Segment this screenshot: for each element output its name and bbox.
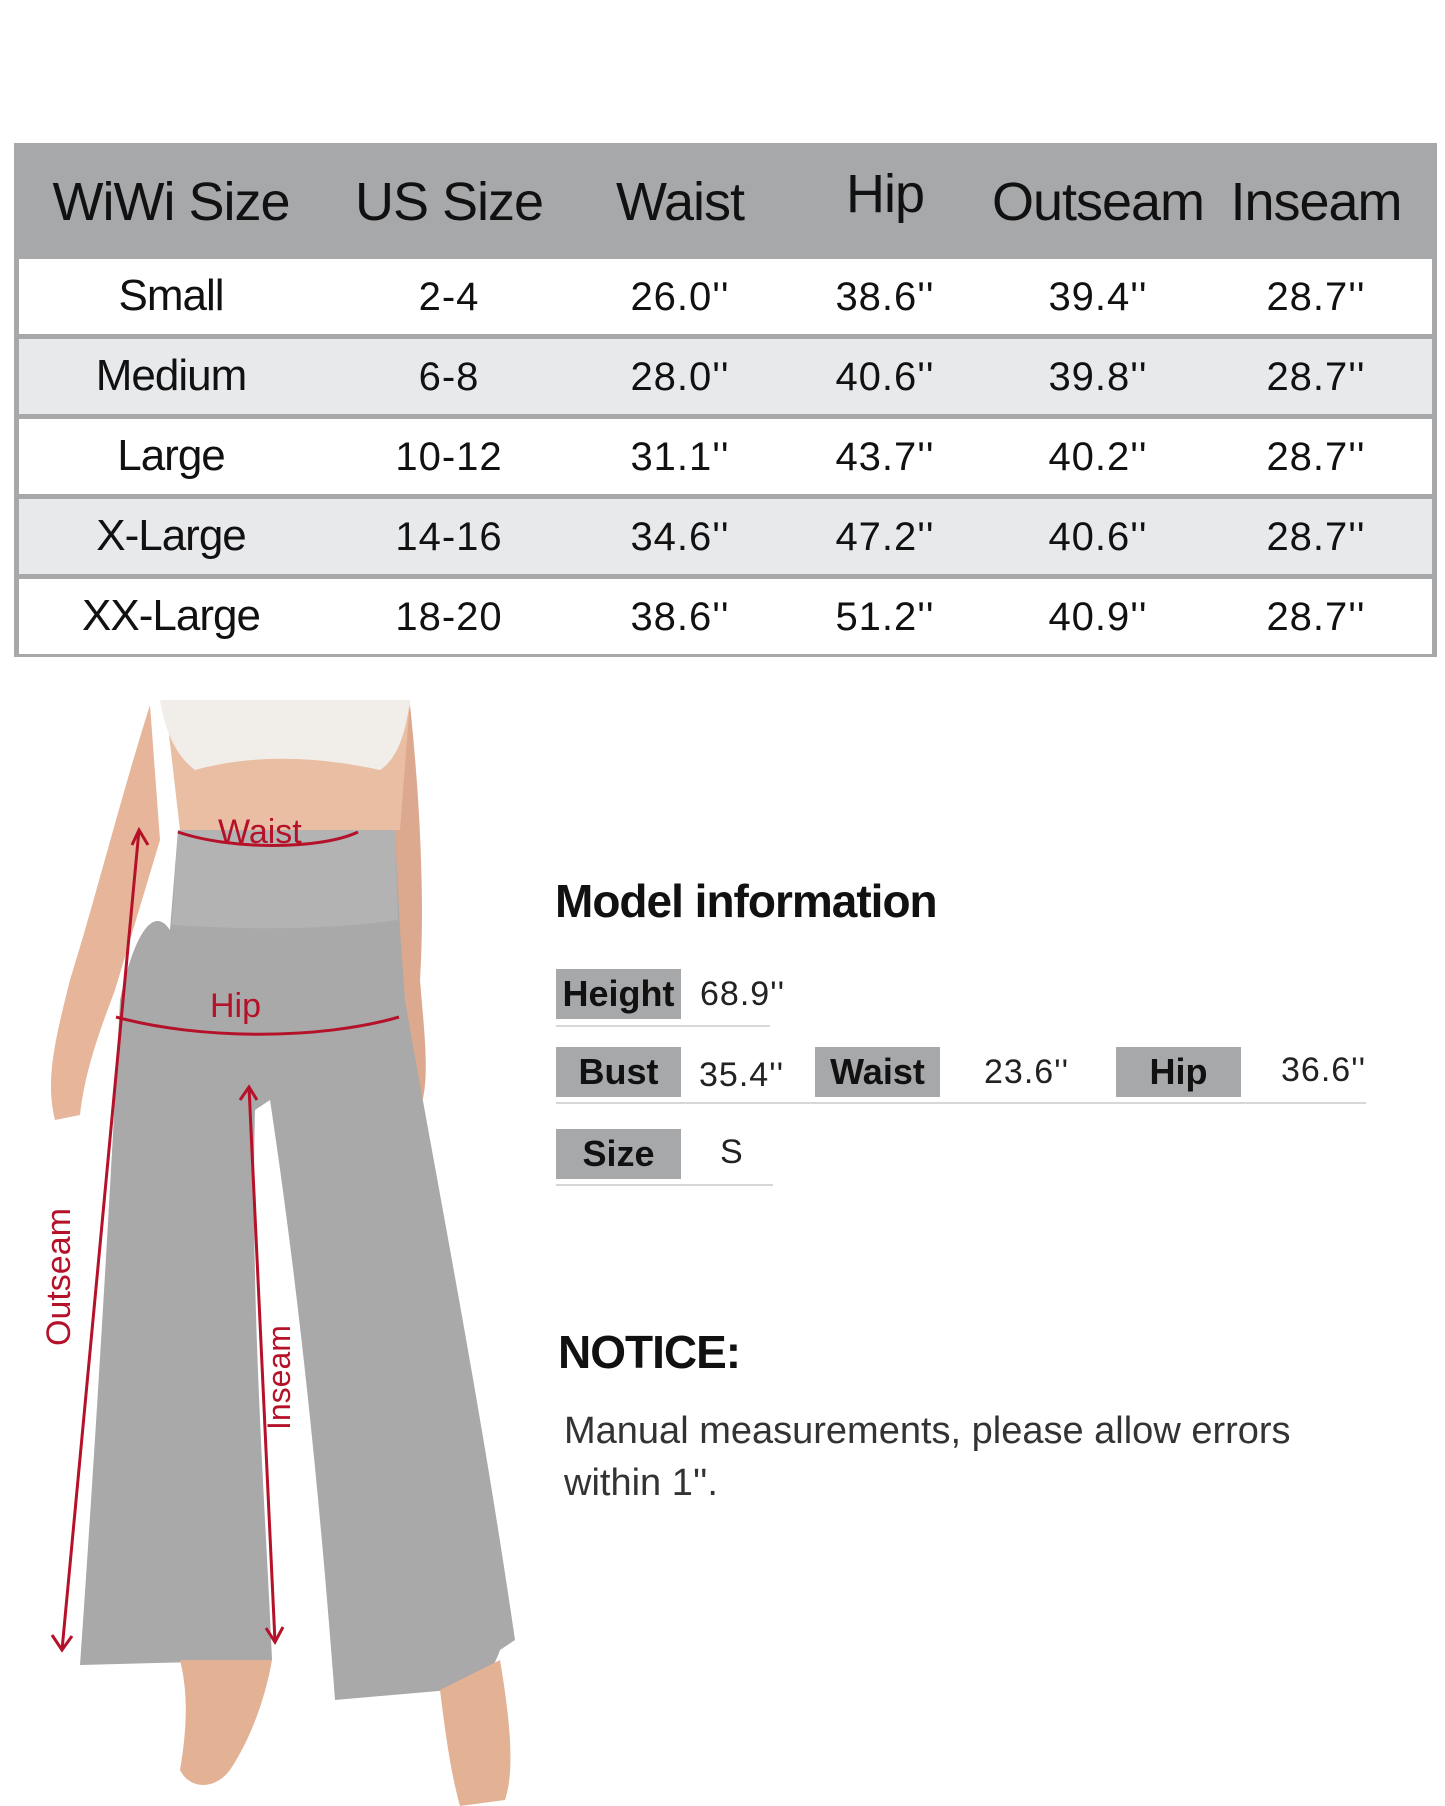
hip-label-box: Hip	[1116, 1047, 1241, 1097]
measurement-cell: 38.6''	[630, 595, 730, 639]
inseam-line	[247, 1086, 277, 1643]
measurement-cell: 43.7''	[835, 435, 935, 479]
measurement-cell: 40.6''	[835, 355, 935, 399]
bust-value: 35.4''	[699, 1056, 785, 1094]
header-wiwi-size: WiWi Size	[52, 172, 291, 232]
measurement-cell: 34.6''	[630, 515, 730, 559]
measurement-lines	[50, 826, 400, 1653]
outseam-line	[60, 829, 141, 1651]
left-arm	[50, 705, 160, 1120]
header-us-size: US Size	[354, 172, 544, 232]
height-value: 68.9''	[700, 975, 786, 1013]
waist-label: Waist	[218, 813, 302, 851]
waist-value: 23.6''	[984, 1053, 1070, 1091]
size-value: S	[720, 1133, 744, 1171]
top	[160, 700, 410, 770]
inseam-label: Inseam	[261, 1325, 297, 1430]
size-name-cell: Medium	[95, 351, 247, 400]
header-waist: Waist	[616, 172, 745, 232]
measurement-cell: 28.7''	[1266, 275, 1366, 319]
notice-text: Manual measurements, please allow errors…	[564, 1410, 1291, 1504]
measurement-cell: 47.2''	[835, 515, 935, 559]
measurement-cell: 2-4	[418, 275, 480, 319]
bust-label: Bust	[556, 1047, 681, 1097]
header-hip: Hip	[845, 164, 925, 224]
size-label: Size	[556, 1129, 681, 1179]
waistband	[172, 830, 398, 929]
measurement-cell: 28.0''	[630, 355, 730, 399]
measurement-cell: 40.9''	[1048, 595, 1148, 639]
measurement-cell: 28.7''	[1266, 355, 1366, 399]
divider	[556, 1184, 773, 1186]
measurement-cell: 6-8	[418, 355, 480, 399]
measurement-cell: 38.6''	[835, 275, 935, 319]
inseam-arrows	[238, 1084, 285, 1645]
model-figure	[50, 700, 515, 1806]
outseam-label: Outseam	[40, 1208, 78, 1346]
measurement-cell: 40.6''	[1048, 515, 1148, 559]
size-name-cell: X-Large	[96, 511, 247, 560]
table-row: XX-Large 18-20 38.6'' 51.2'' 40.9'' 28.7''	[19, 579, 1432, 654]
measurement-cell: 18-20	[395, 595, 503, 639]
hip-value: 36.6''	[1281, 1051, 1367, 1089]
measurement-cell: 39.4''	[1048, 275, 1148, 319]
table-row: Medium 6-8 28.0'' 40.6'' 39.8'' 28.7''	[19, 339, 1432, 414]
header-inseam: Inseam	[1230, 172, 1402, 232]
pants	[80, 830, 515, 1700]
measurement-cell: 28.7''	[1266, 595, 1366, 639]
measurement-cell: 51.2''	[835, 595, 935, 639]
waist-line	[177, 830, 359, 847]
measurement-cell: 28.7''	[1266, 435, 1366, 479]
size-name-cell: XX-Large	[82, 591, 261, 640]
measurement-cell: 40.2''	[1048, 435, 1148, 479]
hip-line	[115, 1015, 400, 1036]
size-chart-table: WiWi Size US Size Waist Hip Outseam Inse…	[14, 143, 1437, 657]
notice-title: NOTICE:	[558, 1326, 741, 1378]
measurement-cell: 10-12	[395, 435, 503, 479]
divider	[556, 1102, 1366, 1104]
measurement-cell: 31.1''	[630, 435, 730, 479]
divider	[556, 1025, 770, 1027]
measurement-cell: 39.8''	[1048, 355, 1148, 399]
waist-label-box: Waist	[815, 1047, 940, 1097]
size-name-cell: Small	[118, 271, 224, 320]
table-row: Large 10-12 31.1'' 43.7'' 40.2'' 28.7''	[19, 419, 1432, 494]
model-info-title: Model information	[555, 875, 938, 927]
left-foot	[180, 1660, 272, 1785]
header-outseam: Outseam	[991, 172, 1205, 232]
outseam-arrows	[50, 826, 150, 1653]
size-name-cell: Large	[117, 431, 226, 480]
right-foot	[440, 1660, 511, 1806]
measurement-cell: 14-16	[395, 515, 503, 559]
measurement-cell: 26.0''	[630, 275, 730, 319]
hip-label: Hip	[210, 987, 261, 1025]
table-header: WiWi Size US Size Waist Hip Outseam Inse…	[14, 143, 1437, 259]
height-label: Height	[556, 969, 681, 1019]
table-row: X-Large 14-16 34.6'' 47.2'' 40.6'' 28.7''	[19, 499, 1432, 574]
table-row: Small 2-4 26.0'' 38.6'' 39.4'' 28.7''	[19, 259, 1432, 334]
measurement-cell: 28.7''	[1266, 515, 1366, 559]
